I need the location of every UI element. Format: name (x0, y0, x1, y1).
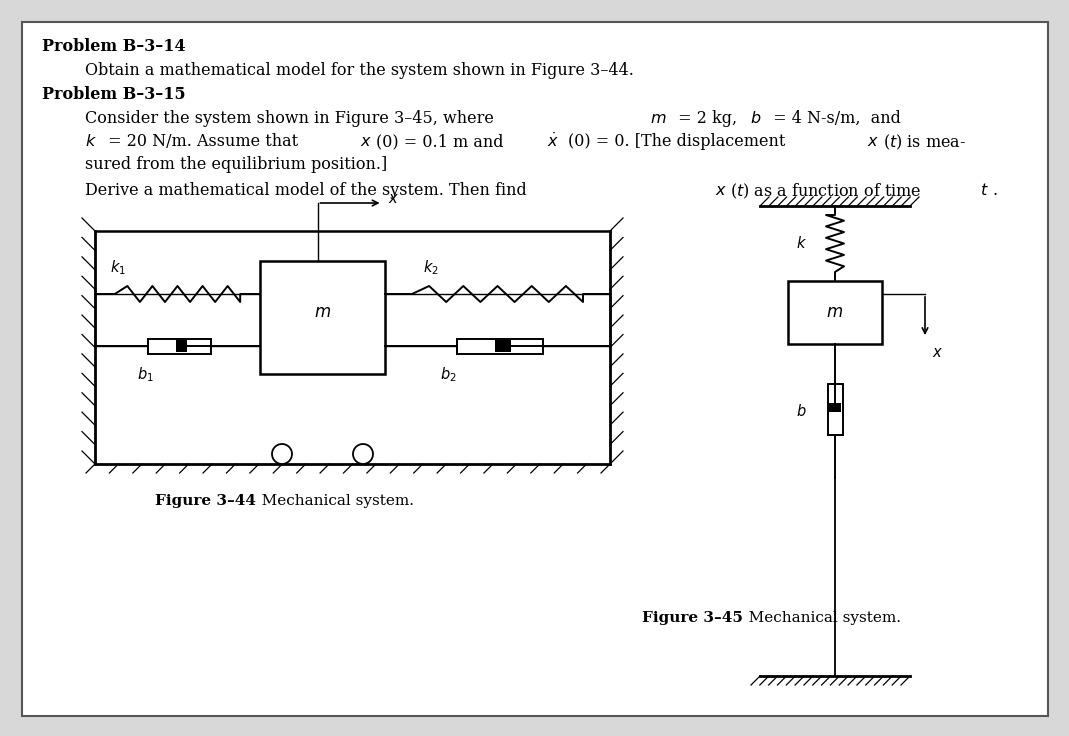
Bar (176, 339, 187, 353)
Text: $k_1$: $k_1$ (110, 258, 126, 277)
Bar (260, 261, 385, 374)
Text: Derive a mathematical model of the system. Then find: Derive a mathematical model of the syste… (86, 182, 532, 199)
Text: Obtain a mathematical model for the system shown in Figure 3–44.: Obtain a mathematical model for the syst… (86, 62, 634, 79)
Text: $x$: $x$ (715, 182, 727, 199)
Text: .: . (992, 182, 997, 199)
Bar (788, 281, 882, 344)
Text: sured from the equilibrium position.]: sured from the equilibrium position.] (86, 156, 387, 173)
Text: $b_1$: $b_1$ (137, 365, 154, 383)
Text: $k$: $k$ (86, 133, 97, 150)
Text: Mechanical system.: Mechanical system. (734, 611, 901, 625)
Bar (828, 403, 841, 412)
Bar (458, 339, 542, 353)
Circle shape (353, 444, 373, 464)
Text: (0) = 0.1 m and: (0) = 0.1 m and (376, 133, 509, 150)
Text: $m$: $m$ (314, 304, 331, 321)
Text: Consider the system shown in Figure 3–45, where: Consider the system shown in Figure 3–45… (86, 110, 505, 127)
Bar (495, 339, 511, 353)
Text: Figure 3–45: Figure 3–45 (642, 611, 743, 625)
Text: = 20 N/m. Assume that: = 20 N/m. Assume that (103, 133, 304, 150)
Bar (148, 339, 211, 353)
Circle shape (272, 444, 292, 464)
Text: = 2 kg,: = 2 kg, (673, 110, 747, 127)
Text: $x$: $x$ (387, 192, 399, 206)
Text: Problem B–3–15: Problem B–3–15 (42, 86, 186, 103)
Text: $k_2$: $k_2$ (423, 258, 439, 277)
Text: $\dot{x}$: $\dot{x}$ (547, 133, 559, 151)
Text: ($t$) as a function of time: ($t$) as a function of time (730, 182, 923, 201)
Text: $x$: $x$ (867, 133, 879, 150)
Text: $b_2$: $b_2$ (440, 365, 456, 383)
Text: Problem B–3–14: Problem B–3–14 (42, 38, 186, 55)
Text: $x$: $x$ (932, 346, 943, 360)
Text: Figure 3–44: Figure 3–44 (155, 494, 255, 508)
Text: $m$: $m$ (826, 304, 843, 321)
Text: = 4 N-s/m,  and: = 4 N-s/m, and (768, 110, 901, 127)
Text: ($t$) is mea-: ($t$) is mea- (883, 133, 966, 152)
Text: (0) = 0. [The displacement: (0) = 0. [The displacement (568, 133, 790, 150)
Text: $k$: $k$ (796, 236, 807, 252)
Text: $t$: $t$ (980, 182, 989, 199)
Text: $m$: $m$ (650, 110, 666, 127)
Text: $b$: $b$ (750, 110, 761, 127)
Text: $b$: $b$ (796, 403, 807, 419)
Text: Mechanical system.: Mechanical system. (247, 494, 414, 508)
Bar (827, 384, 842, 435)
Text: $x$: $x$ (360, 133, 372, 150)
